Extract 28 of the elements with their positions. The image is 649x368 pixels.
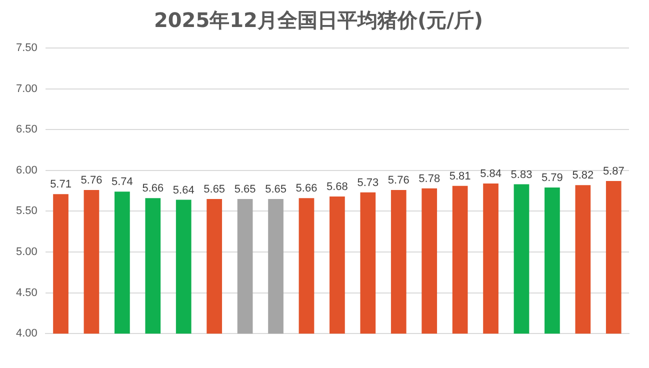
- data-label: 5.79: [542, 172, 563, 184]
- data-label: 5.65: [234, 183, 256, 196]
- y-tick-label: 4.00: [16, 328, 38, 340]
- data-label: 5.76: [388, 174, 410, 187]
- y-tick-label: 7.50: [16, 42, 38, 54]
- y-tick-label: 6.50: [16, 124, 38, 136]
- y-tick-label: 6.00: [16, 164, 38, 176]
- data-label: 5.73: [357, 176, 379, 189]
- y-tick-label: 5.00: [16, 246, 38, 258]
- y-tick-label: 4.50: [16, 286, 38, 299]
- data-label: 5.78: [418, 172, 440, 185]
- data-label: 5.66: [296, 182, 318, 195]
- data-label: 5.71: [50, 178, 72, 191]
- data-label: 5.84: [480, 168, 502, 180]
- data-label: 5.74: [111, 176, 133, 188]
- y-tick-label: 5.50: [16, 205, 38, 218]
- y-tick-label: 7.00: [16, 82, 38, 95]
- chart-title: 2025年12月全国日平均猪价(元/斤): [154, 8, 484, 32]
- data-label: 5.76: [80, 174, 102, 187]
- data-label: 5.81: [449, 170, 471, 182]
- data-label: 5.64: [172, 184, 194, 196]
- data-label: 5.87: [602, 166, 624, 178]
- data-label: 5.65: [204, 183, 226, 196]
- data-label: 5.66: [142, 182, 164, 195]
- data-label: 5.65: [265, 183, 286, 196]
- data-label: 5.68: [326, 181, 348, 194]
- data-label: 5.82: [572, 170, 594, 182]
- data-label: 5.83: [510, 168, 532, 181]
